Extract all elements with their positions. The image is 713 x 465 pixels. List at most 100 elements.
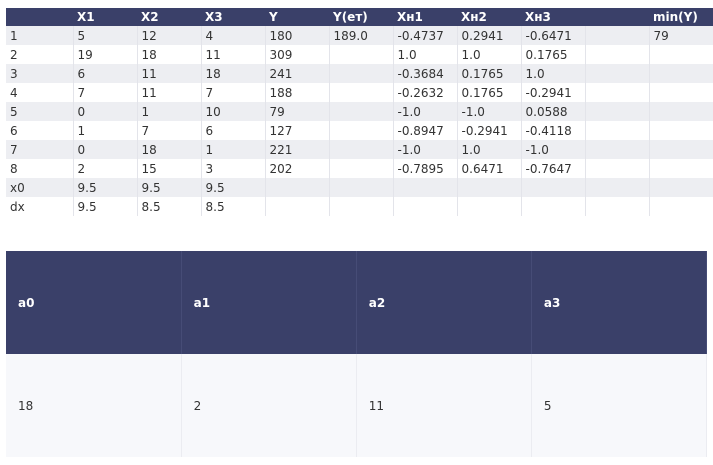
column-header: Хн2: [457, 8, 521, 26]
column-header: Y: [265, 8, 329, 26]
table-cell: 11: [137, 83, 202, 102]
table-cell: 18: [201, 64, 266, 83]
table-cell: [457, 197, 522, 216]
table-cell: 0.6471: [457, 159, 522, 178]
table-cell: [649, 83, 713, 102]
table-cell: [649, 140, 713, 159]
table-cell: [649, 121, 713, 140]
table-cell: [521, 178, 586, 197]
table-cell: 9.5: [201, 178, 266, 197]
table-cell: 8: [6, 159, 74, 178]
table-cell: 10: [201, 102, 266, 121]
table-row: 7 0 18 1 221 -1.0 1.0 -1.0: [6, 140, 713, 159]
table-cell: 7: [73, 83, 138, 102]
table-cell: [585, 102, 650, 121]
coefficient-header: a3: [531, 251, 708, 354]
table-cell: 6: [6, 121, 74, 140]
table-row: x0 9.5 9.5 9.5: [6, 178, 713, 197]
table-cell: -0.8947: [393, 121, 458, 140]
table-cell: 79: [649, 26, 713, 45]
table-cell: 19: [73, 45, 138, 64]
table-cell: 1.0: [393, 45, 458, 64]
table-cell: -0.2941: [521, 83, 586, 102]
table-cell: [457, 178, 522, 197]
table-cell: 0.1765: [521, 45, 586, 64]
table-cell: [329, 64, 394, 83]
table-cell: 221: [265, 140, 330, 159]
column-header: X3: [201, 8, 265, 26]
table-cell: 0.1765: [457, 83, 522, 102]
table-cell: [393, 197, 458, 216]
table-cell: 9.5: [73, 197, 138, 216]
table-cell: [329, 83, 394, 102]
table-cell: 4: [6, 83, 74, 102]
table-cell: 12: [137, 26, 202, 45]
table-header-row: X1 X2 X3 Y Y(ет) Хн1 Хн2 Хн3 min(Y): [6, 8, 713, 26]
table-cell: [585, 45, 650, 64]
table-row: 6 1 7 6 127 -0.8947 -0.2941 -0.4118: [6, 121, 713, 140]
table-cell: 5: [73, 26, 138, 45]
column-header: Хн3: [521, 8, 585, 26]
coefficient-header: a2: [356, 251, 532, 354]
table-cell: [329, 45, 394, 64]
table-cell: [649, 64, 713, 83]
table-cell: [585, 140, 650, 159]
table-cell: 1: [201, 140, 266, 159]
table-cell: 0.2941: [457, 26, 522, 45]
column-header: Y(ет): [329, 8, 393, 26]
table-cell: 0: [73, 102, 138, 121]
coefficient-value: 2: [181, 354, 357, 457]
table-cell: [649, 159, 713, 178]
coefficient-table: a0 a1 a2 a3 18 2 11 5: [6, 251, 708, 457]
table-cell: -0.4737: [393, 26, 458, 45]
table-cell: [329, 102, 394, 121]
table-cell: 5: [6, 102, 74, 121]
table-cell: -0.4118: [521, 121, 586, 140]
table-cell: [329, 159, 394, 178]
table-row: 8 2 15 3 202 -0.7895 0.6471 -0.7647: [6, 159, 713, 178]
table-cell: [649, 45, 713, 64]
table-cell: [521, 197, 586, 216]
table-cell: 6: [201, 121, 266, 140]
table-cell: [329, 140, 394, 159]
table-cell: [649, 178, 713, 197]
coefficient-header: a1: [181, 251, 357, 354]
table-cell: 18: [137, 45, 202, 64]
table-cell: [329, 178, 394, 197]
table-cell: 180: [265, 26, 330, 45]
table-cell: [265, 197, 330, 216]
table-cell: -1.0: [393, 102, 458, 121]
coefficient-header-row: a0 a1 a2 a3: [6, 251, 708, 354]
table-row: 1 5 12 4 180 189.0 -0.4737 0.2941 -0.6471 79: [6, 26, 713, 45]
table-cell: 1.0: [457, 45, 522, 64]
table-cell: -0.6471: [521, 26, 586, 45]
table-cell: [585, 178, 650, 197]
table-cell: 15: [137, 159, 202, 178]
table-cell: 241: [265, 64, 330, 83]
table-cell: 309: [265, 45, 330, 64]
table-cell: [585, 64, 650, 83]
table-cell: 1.0: [521, 64, 586, 83]
column-header: [6, 8, 73, 26]
table-cell: x0: [6, 178, 74, 197]
column-header: min(Y): [649, 8, 713, 26]
table-cell: 1: [6, 26, 74, 45]
table-cell: 8.5: [201, 197, 266, 216]
table-cell: 202: [265, 159, 330, 178]
table-cell: [585, 197, 650, 216]
coefficient-value: 11: [356, 354, 532, 457]
table-cell: 3: [201, 159, 266, 178]
table-row: dx 9.5 8.5 8.5: [6, 197, 713, 216]
column-header: Хн1: [393, 8, 457, 26]
table-cell: -0.7895: [393, 159, 458, 178]
coefficient-value: 18: [6, 354, 182, 457]
column-header: X1: [73, 8, 137, 26]
column-header: X2: [137, 8, 201, 26]
table-cell: 189.0: [329, 26, 394, 45]
table-cell: 9.5: [73, 178, 138, 197]
table-cell: -0.3684: [393, 64, 458, 83]
table-cell: 9.5: [137, 178, 202, 197]
table-cell: [585, 159, 650, 178]
table-cell: -1.0: [393, 140, 458, 159]
